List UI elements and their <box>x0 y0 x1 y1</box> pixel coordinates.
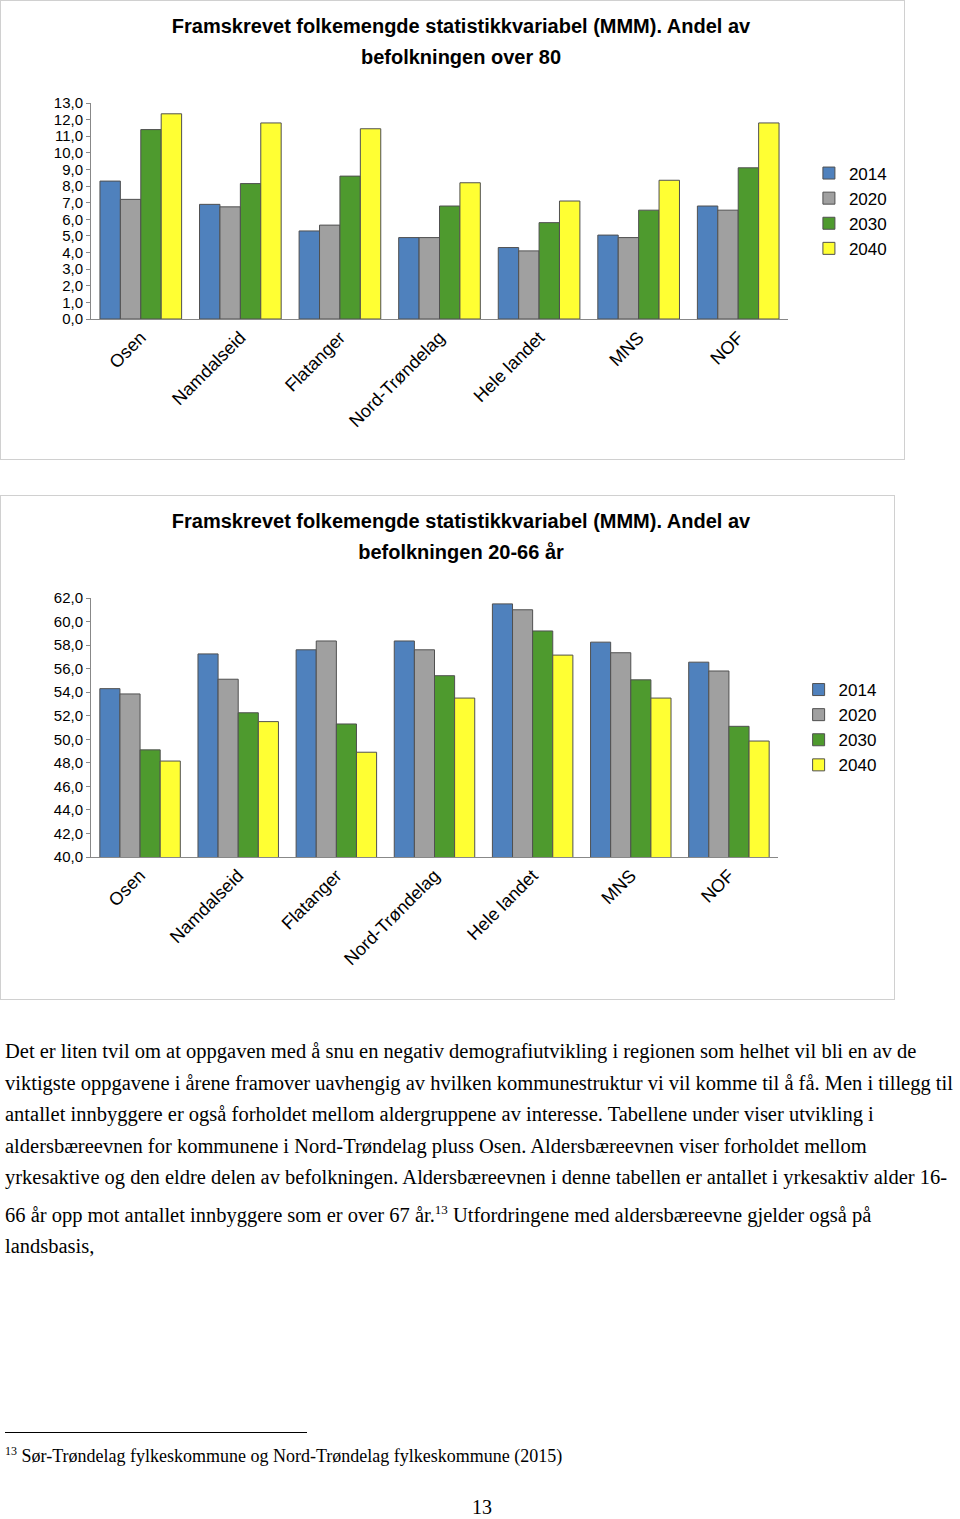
svg-text:6,0: 6,0 <box>62 211 83 228</box>
svg-text:52,0: 52,0 <box>54 707 83 724</box>
svg-text:MNS: MNS <box>605 328 647 370</box>
svg-text:2,0: 2,0 <box>62 277 83 294</box>
html-text:Det er liten tvil om at oppgav: Det er liten tvil om at oppgaven med å s… <box>5 1040 953 1257</box>
svg-text:0,0: 0,0 <box>62 310 83 327</box>
svg-text:9,0: 9,0 <box>62 161 83 178</box>
svg-text:54,0: 54,0 <box>54 683 83 700</box>
svg-text:46,0: 46,0 <box>54 778 83 795</box>
svg-text:1,0: 1,0 <box>62 294 83 311</box>
svg-text:3,0: 3,0 <box>62 260 83 277</box>
svg-text:13,0: 13,0 <box>54 94 83 111</box>
svg-text:2030: 2030 <box>849 215 887 234</box>
svg-text:2020: 2020 <box>839 706 877 725</box>
html-text:Framskrevet folkemengde statis: Framskrevet folkemengde statistikkvariab… <box>171 510 751 563</box>
svg-text:2030: 2030 <box>839 731 877 750</box>
svg-text:2040: 2040 <box>849 240 887 259</box>
svg-text:8,0: 8,0 <box>62 177 83 194</box>
svg-text:2040: 2040 <box>839 756 877 775</box>
svg-text:40,0: 40,0 <box>54 848 83 865</box>
svg-text:5,0: 5,0 <box>62 227 83 244</box>
svg-text:NOF: NOF <box>706 328 747 369</box>
svg-text:60,0: 60,0 <box>54 613 83 630</box>
svg-text:12,0: 12,0 <box>54 111 83 128</box>
svg-text:58,0: 58,0 <box>54 636 83 653</box>
svg-text:MNS: MNS <box>598 866 640 908</box>
svg-text:62,0: 62,0 <box>54 589 83 606</box>
html-text:13Sør-Trøndelag fylkeskommune: 13Sør-Trøndelag fylkeskommune og Nord-Tr… <box>5 1444 563 1466</box>
svg-text:2014: 2014 <box>849 165 887 184</box>
svg-text:44,0: 44,0 <box>54 801 83 818</box>
svg-text:Osen: Osen <box>105 328 150 373</box>
svg-text:2020: 2020 <box>849 190 887 209</box>
svg-text:2014: 2014 <box>839 681 877 700</box>
svg-text:50,0: 50,0 <box>54 731 83 748</box>
svg-text:Flatanger: Flatanger <box>278 866 346 934</box>
svg-text:7,0: 7,0 <box>62 194 83 211</box>
svg-text:Namdalseid: Namdalseid <box>166 866 247 947</box>
svg-text:11,0: 11,0 <box>55 127 83 144</box>
svg-text:Nord-Trøndelag: Nord-Trøndelag <box>345 328 449 432</box>
svg-text:NOF: NOF <box>697 866 738 907</box>
svg-text:4,0: 4,0 <box>62 244 83 261</box>
html-text:Framskrevet folkemengde statis: Framskrevet folkemengde statistikkvariab… <box>171 15 751 68</box>
svg-text:42,0: 42,0 <box>54 825 83 842</box>
svg-text:56,0: 56,0 <box>54 660 83 677</box>
html-text:13: 13 <box>472 1496 492 1518</box>
svg-text:Namdalseid: Namdalseid <box>168 328 249 409</box>
svg-text:Flatanger: Flatanger <box>281 328 349 396</box>
svg-text:Hele landet: Hele landet <box>470 328 549 407</box>
svg-text:Osen: Osen <box>105 866 150 911</box>
svg-text:Hele landet: Hele landet <box>463 866 542 945</box>
svg-text:48,0: 48,0 <box>54 754 83 771</box>
svg-text:Nord-Trøndelag: Nord-Trøndelag <box>340 866 444 970</box>
svg-text:10,0: 10,0 <box>54 144 83 161</box>
